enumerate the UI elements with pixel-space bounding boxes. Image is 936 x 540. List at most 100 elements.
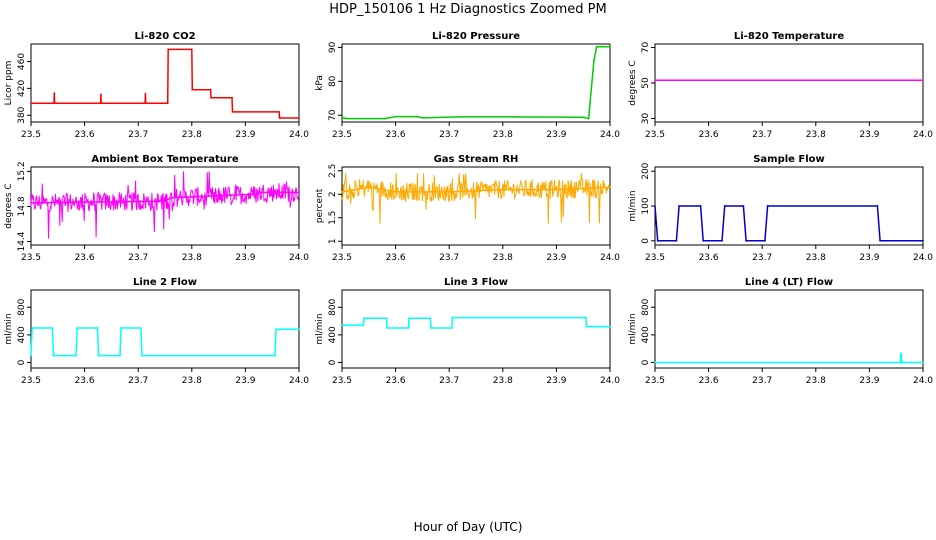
data-point bbox=[654, 205, 656, 207]
data-point bbox=[922, 361, 924, 364]
y-tick-label: 1.5 bbox=[328, 211, 338, 225]
y-tick-label: 800 bbox=[17, 298, 27, 315]
y-tick-label: 70 bbox=[328, 109, 338, 121]
chart-panel: Li-820 Pressure kPa 23.5 23.6 23.7 23.8 23.9 24… bbox=[315, 31, 620, 140]
x-tick-label: 23.7 bbox=[128, 253, 148, 263]
y-tick-label: 400 bbox=[328, 326, 338, 343]
data-point bbox=[367, 186, 370, 189]
series-line bbox=[655, 352, 923, 364]
data-point bbox=[260, 191, 263, 194]
panel-title: Line 2 Flow bbox=[133, 277, 197, 288]
data-point bbox=[75, 354, 77, 357]
y-tick-label: 15.2 bbox=[17, 161, 27, 181]
series-line bbox=[654, 205, 923, 242]
data-point bbox=[209, 88, 212, 91]
x-tick-label: 24.0 bbox=[913, 130, 933, 140]
x-tick-label: 23.6 bbox=[699, 253, 719, 263]
x-tick-label: 23.7 bbox=[128, 130, 148, 140]
panel-title: Li-820 Temperature bbox=[734, 31, 844, 42]
data-point bbox=[585, 316, 587, 319]
y-tick-label: 1 bbox=[328, 238, 338, 244]
x-tick-label: 23.9 bbox=[859, 376, 879, 386]
plot-frame bbox=[654, 289, 924, 369]
data-point bbox=[745, 239, 747, 242]
x-tick-label: 23.5 bbox=[645, 253, 665, 263]
data-point bbox=[275, 328, 277, 331]
data-point bbox=[120, 327, 122, 329]
x-tick-label: 23.8 bbox=[806, 376, 826, 386]
data-point bbox=[169, 196, 172, 199]
data-point bbox=[210, 96, 213, 99]
x-tick-label: 23.7 bbox=[439, 130, 459, 140]
data-point bbox=[430, 327, 432, 329]
data-point bbox=[190, 48, 193, 51]
panels: Li-820 CO2 Licor ppm 23.5 23.6 23.7 23.8 23.9 2… bbox=[4, 31, 933, 386]
data-point bbox=[53, 102, 56, 105]
data-point bbox=[362, 324, 365, 327]
data-point bbox=[386, 327, 388, 329]
data-point bbox=[879, 239, 881, 242]
panel-title: Line 4 (LT) Flow bbox=[745, 277, 833, 288]
data-point bbox=[656, 239, 659, 242]
data-point bbox=[394, 115, 397, 118]
data-point bbox=[501, 188, 504, 191]
plot-frame bbox=[341, 43, 611, 123]
data-point bbox=[699, 205, 702, 207]
y-axis-label: ml/min bbox=[4, 313, 14, 344]
data-point bbox=[346, 117, 349, 120]
data-point bbox=[30, 202, 32, 204]
data-point bbox=[900, 361, 903, 364]
data-point bbox=[421, 117, 424, 119]
data-point bbox=[31, 327, 33, 329]
data-point bbox=[595, 45, 598, 48]
x-tick-label: 23.7 bbox=[752, 130, 772, 140]
y-tick-label: 0 bbox=[641, 359, 651, 365]
data-point bbox=[678, 205, 680, 207]
data-point bbox=[742, 205, 745, 207]
x-tick-label: 23.7 bbox=[752, 253, 772, 263]
data-point bbox=[675, 239, 678, 242]
data-point bbox=[97, 354, 100, 357]
series-noise-line bbox=[341, 173, 610, 225]
data-point bbox=[166, 102, 169, 105]
data-point bbox=[384, 117, 386, 120]
data-point bbox=[766, 205, 769, 207]
data-point bbox=[96, 327, 99, 329]
x-tick-label: 24.0 bbox=[600, 376, 620, 386]
panel-title: Line 3 Flow bbox=[444, 277, 508, 288]
data-point bbox=[30, 102, 32, 105]
panel-title: Li-820 Pressure bbox=[432, 31, 520, 42]
data-point bbox=[585, 325, 588, 328]
data-point bbox=[429, 317, 432, 320]
y-axis-label: ml/min bbox=[628, 190, 638, 221]
data-point bbox=[900, 352, 903, 355]
data-point bbox=[451, 327, 453, 329]
y-tick-label: 420 bbox=[17, 80, 27, 97]
x-tick-label: 23.8 bbox=[493, 130, 513, 140]
x-tick-label: 23.8 bbox=[182, 376, 202, 386]
data-point bbox=[416, 115, 418, 118]
y-tick-label: 400 bbox=[641, 326, 651, 343]
data-point bbox=[164, 200, 166, 203]
data-point bbox=[52, 354, 55, 357]
x-tick-label: 23.7 bbox=[752, 376, 772, 386]
series-line bbox=[30, 191, 299, 204]
x-tick-label: 24.0 bbox=[600, 253, 620, 263]
data-point bbox=[723, 205, 726, 207]
data-point bbox=[140, 327, 142, 329]
x-tick-label: 23.6 bbox=[699, 376, 719, 386]
x-tick-label: 23.6 bbox=[75, 376, 95, 386]
data-point bbox=[278, 115, 281, 118]
x-tick-label: 23.5 bbox=[21, 253, 41, 263]
data-point bbox=[53, 92, 56, 94]
x-tick-label: 24.0 bbox=[289, 253, 309, 263]
data-point bbox=[721, 239, 723, 242]
x-tick-label: 23.6 bbox=[699, 130, 719, 140]
x-tick-label: 23.5 bbox=[21, 376, 41, 386]
data-point bbox=[385, 317, 388, 320]
x-tick-label: 23.8 bbox=[806, 253, 826, 263]
panel-title: Ambient Box Temperature bbox=[91, 154, 238, 165]
data-point bbox=[394, 191, 397, 193]
figure-xlabel: Hour of Day (UTC) bbox=[414, 520, 523, 534]
